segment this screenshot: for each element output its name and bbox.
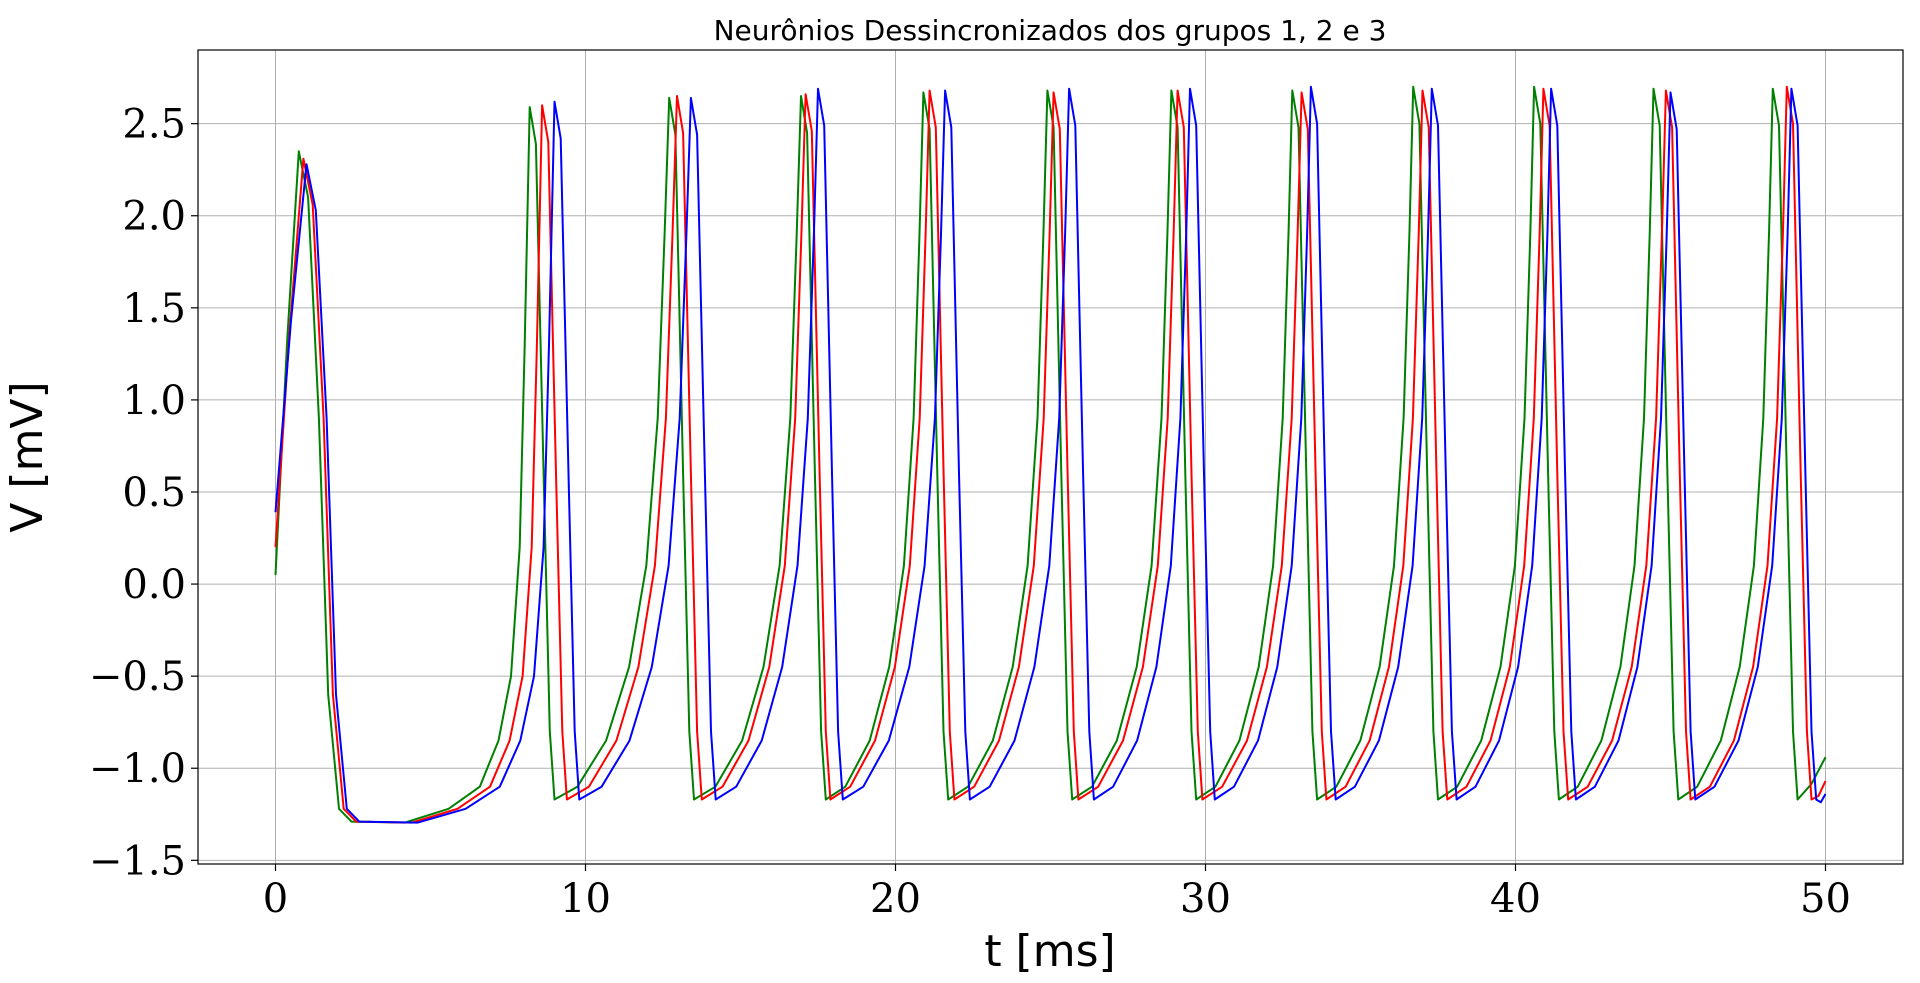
y-tick-label: −1.0	[89, 746, 186, 792]
x-axis: 0 10 20 30 40 50	[263, 864, 1851, 922]
series-line-2	[274, 85, 1827, 824]
x-tick-label: 50	[1800, 876, 1851, 922]
x-axis-label: t [ms]	[984, 926, 1115, 977]
x-tick-label: 40	[1490, 876, 1541, 922]
chart-title: Neurônios Dessincronizados dos grupos 1,…	[714, 14, 1387, 47]
y-tick-label: 0.5	[122, 470, 186, 516]
y-tick-label: 1.5	[122, 286, 186, 332]
y-tick-label: 2.5	[122, 102, 186, 148]
y-tick-label: −0.5	[89, 654, 186, 700]
plot-frame	[197, 49, 1904, 865]
y-tick-label: 0.0	[122, 562, 186, 608]
series-line-1	[274, 85, 1827, 824]
x-tick-label: 20	[870, 876, 921, 922]
x-tick-label: 30	[1180, 876, 1231, 922]
y-axis: −1.5 −1.0 −0.5 0.0 0.5 1.0 1.5 2.0 2.5	[89, 102, 198, 884]
y-tick-label: 2.0	[122, 194, 186, 240]
x-tick-label: 0	[263, 876, 288, 922]
series-group	[274, 85, 1827, 824]
x-tick-label: 10	[560, 876, 611, 922]
y-tick-label: −1.5	[89, 838, 186, 884]
series-line-3	[274, 85, 1827, 824]
y-tick-label: 1.0	[122, 378, 186, 424]
y-axis-label: V [mV]	[2, 381, 53, 532]
